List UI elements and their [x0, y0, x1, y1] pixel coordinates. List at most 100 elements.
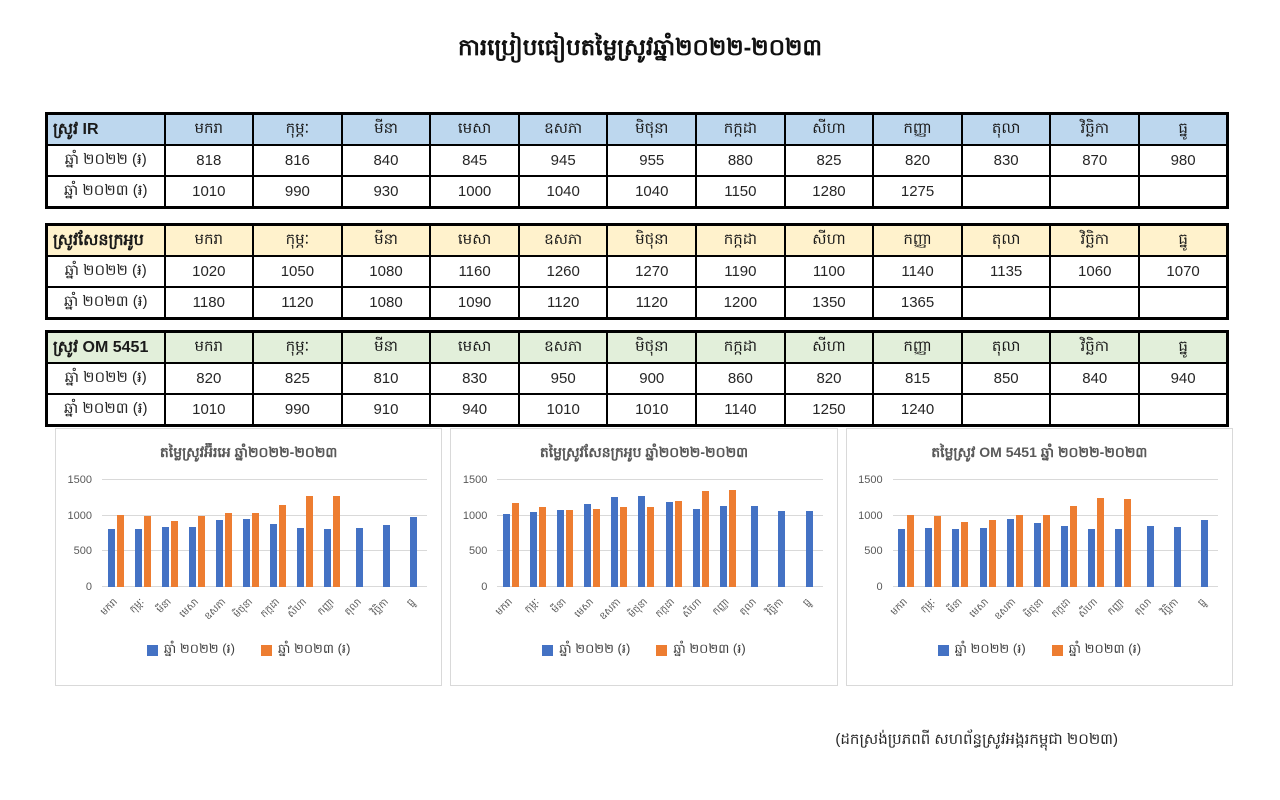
bar-2022 — [324, 528, 332, 587]
tables-section: ស្រូវ IR មករា កុម្ភៈ មីនា មេសា ឧសភា មិថុនា កក្ក… — [45, 112, 1230, 427]
month-header: មីនា — [340, 223, 432, 257]
price-cell: 940 — [429, 393, 520, 427]
bar-2023 — [934, 516, 942, 587]
bar-group — [579, 480, 606, 587]
y-axis: 0 500 1000 1500 — [451, 474, 497, 593]
table-header-row: ស្រូវ IR មករា កុម្ភៈ មីនា មេសា ឧសភា មិថុនា កក្ក… — [45, 112, 1229, 146]
bar-2023 — [170, 520, 178, 587]
x-tick-label: មិថុនា — [626, 596, 651, 621]
month-header: ធ្នូ — [1138, 223, 1229, 257]
bar-group — [687, 480, 714, 587]
price-cell: 816 — [252, 144, 343, 177]
chart-legend: ឆ្នាំ ២០២២ (៛) ឆ្នាំ ២០២៣ (៛) — [847, 641, 1232, 660]
price-cell: 1140 — [872, 255, 963, 288]
price-cell: 850 — [960, 362, 1052, 395]
bar-2023 — [1124, 498, 1132, 587]
x-tick-label: ធ្នូ — [800, 596, 813, 609]
bar-2022 — [356, 527, 364, 587]
bar-2023 — [907, 514, 915, 587]
year-row-label: ឆ្នាំ ២០២៣ (៛) — [45, 393, 166, 427]
price-cell: 1100 — [783, 255, 875, 288]
bar-group — [1055, 480, 1082, 587]
legend-label: ឆ្នាំ ២០២២ (៛) — [954, 641, 1026, 656]
month-header: ធ្នូ — [1138, 112, 1229, 146]
price-cell: 840 — [1049, 362, 1141, 395]
bar-2023 — [728, 489, 736, 587]
x-tick-label: មករា — [888, 596, 911, 618]
bar-2023 — [116, 514, 124, 587]
bar-2022 — [925, 528, 933, 587]
year-row-label: ឆ្នាំ ២០២៣ (៛) — [45, 286, 166, 320]
chart-panel-ir: តម្លៃស្រូវអ៊ីរអេ ឆ្នាំ២០២២-២០២៣ 0 500 1000 1… — [55, 428, 443, 686]
bar-group — [1164, 480, 1191, 587]
bar-2022 — [1006, 519, 1014, 587]
x-tick-label: ឧសភា — [597, 596, 624, 623]
x-tick-label: កញ្ញា — [710, 596, 732, 618]
bar-2022 — [215, 519, 223, 587]
bar-2023 — [306, 495, 314, 587]
price-cell: 1010 — [606, 393, 698, 427]
y-axis: 0 500 1000 1500 — [847, 474, 893, 593]
table-row: ឆ្នាំ ២០២២ (៛) 820 825 810 830 950 900 860 820 81… — [45, 362, 1229, 395]
bar-2022 — [297, 528, 305, 587]
bar-2022 — [1087, 528, 1095, 587]
price-cell: 1080 — [340, 286, 432, 320]
bar-group — [741, 480, 768, 587]
month-header: មករា — [163, 223, 255, 257]
month-header: កុម្ភៈ — [252, 223, 343, 257]
month-header: មករា — [163, 330, 255, 364]
x-tick-label: មករា — [98, 596, 120, 618]
bar-2022 — [692, 508, 700, 587]
y-tick-label: 500 — [73, 545, 92, 558]
price-cell: 1275 — [872, 175, 963, 209]
bar-2022 — [557, 509, 565, 587]
month-header: មេសា — [429, 223, 520, 257]
year-row-label: ឆ្នាំ ២០២៣ (៛) — [45, 175, 166, 209]
price-cell: 820 — [163, 362, 255, 395]
month-header: វិច្ឆិកា — [1049, 223, 1141, 257]
price-cell: 1270 — [606, 255, 698, 288]
price-cell: 1365 — [872, 286, 963, 320]
chart-legend: ឆ្នាំ ២០២២ (៛) ឆ្នាំ ២០២៣ (៛) — [56, 641, 441, 660]
gridline — [892, 479, 1218, 480]
chart-panel-sen-kra-ob: តម្លៃស្រូវសែនក្រអូប ឆ្នាំ២០២២-២០២៣ 0 500 10… — [450, 428, 838, 686]
x-tick-label: កុម្ភៈ — [127, 596, 147, 616]
month-header: តុលា — [960, 223, 1052, 257]
price-cell: 810 — [340, 362, 432, 395]
bar-group — [265, 480, 292, 587]
x-tick-label: តុលា — [1132, 596, 1155, 618]
chart-legend: ឆ្នាំ ២០២២ (៛) ឆ្នាំ ២០២៣ (៛) — [451, 641, 836, 660]
legend-label: ឆ្នាំ ២០២២ (៛) — [163, 641, 236, 656]
price-cell — [1049, 393, 1141, 427]
bar-group — [183, 480, 210, 587]
price-cell: 818 — [163, 144, 255, 177]
plot-area — [102, 479, 428, 587]
gridline — [102, 479, 428, 480]
y-tick-label: 1500 — [858, 474, 883, 486]
bar-group — [238, 480, 265, 587]
chart-title: តម្លៃស្រូវអ៊ីរអេ ឆ្នាំ២០២២-២០២៣ — [159, 444, 338, 460]
bar-2023 — [538, 507, 546, 587]
bar-group — [660, 480, 687, 587]
price-cell: 1280 — [783, 175, 875, 209]
price-cell: 1160 — [429, 255, 520, 288]
month-header: មីនា — [340, 330, 432, 364]
price-cell: 1180 — [163, 286, 255, 320]
price-cell — [960, 175, 1052, 209]
x-tick-label: ឧសភា — [992, 596, 1019, 623]
bar-group — [524, 480, 551, 587]
x-tick-label: មេសា — [967, 596, 992, 621]
x-tick-label: កុម្ភៈ — [918, 596, 938, 616]
legend-swatch-2023 — [1051, 645, 1063, 656]
price-cell: 840 — [340, 144, 432, 177]
price-cell: 940 — [1138, 362, 1229, 395]
month-header: កក្កដា — [695, 330, 786, 364]
bar-group — [319, 480, 346, 587]
price-cell — [1138, 175, 1229, 209]
gridline — [497, 514, 823, 516]
gridline — [102, 550, 428, 552]
x-tick-label: មិថុនា — [1022, 596, 1046, 621]
price-cell: 1120 — [252, 286, 343, 320]
bar-group — [947, 480, 974, 587]
month-header: មេសា — [429, 330, 520, 364]
